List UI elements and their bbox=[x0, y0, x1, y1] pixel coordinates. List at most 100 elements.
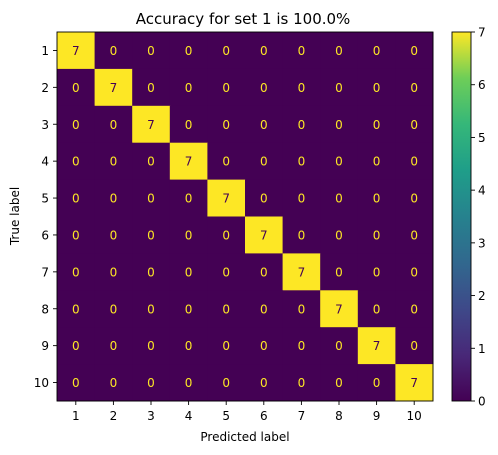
colorbar-tick-label: 4 bbox=[478, 184, 486, 198]
heatmap-cell bbox=[245, 327, 284, 365]
cell-value-label: 0 bbox=[298, 302, 306, 316]
cell-value-label: 7 bbox=[185, 155, 193, 169]
heatmap-cell bbox=[169, 142, 208, 181]
cell-value-label: 0 bbox=[222, 81, 230, 95]
cell-value-label: 0 bbox=[335, 192, 343, 206]
heatmap-cell bbox=[57, 216, 96, 254]
heatmap-cell bbox=[132, 253, 171, 291]
heatmap-cell bbox=[282, 327, 321, 365]
heatmap-cell-labels: 7 0 0 0 0 0 0 0 0 0 0 7 0 0 0 0 0 0 0 0 0 0 7 0 0 0 0 0 0 0 0 0 0 7 0 0 0 0 0 0… bbox=[72, 44, 418, 390]
cell-value-label: 0 bbox=[185, 265, 193, 279]
y-tick-label: 5 bbox=[41, 192, 49, 206]
chart-title: Accuracy for set 1 is 100.0% bbox=[136, 10, 351, 28]
cell-value-label: 0 bbox=[260, 339, 268, 353]
heatmap-cell bbox=[207, 216, 246, 254]
cell-value-label: 0 bbox=[147, 265, 155, 279]
heatmap-cell bbox=[169, 216, 208, 254]
cell-value-label: 0 bbox=[185, 81, 193, 95]
heatmap-cell bbox=[57, 105, 96, 144]
cell-value-label: 0 bbox=[410, 192, 418, 206]
heatmap-cell bbox=[245, 253, 284, 291]
heatmap-cell bbox=[94, 327, 133, 365]
cell-value-label: 0 bbox=[410, 44, 418, 58]
cell-value-label: 0 bbox=[260, 81, 268, 95]
heatmap-cell bbox=[245, 179, 284, 217]
cell-value-label: 0 bbox=[373, 192, 381, 206]
heatmap-cell bbox=[395, 216, 434, 254]
y-tick-label: 9 bbox=[41, 339, 49, 353]
cell-value-label: 0 bbox=[72, 265, 80, 279]
heatmap-cell bbox=[169, 327, 208, 365]
cell-value-label: 7 bbox=[410, 376, 418, 390]
cell-value-label: 0 bbox=[110, 302, 118, 316]
cell-value-label: 0 bbox=[147, 44, 155, 58]
cell-value-label: 0 bbox=[260, 265, 268, 279]
heatmap-cell bbox=[395, 105, 434, 144]
cell-value-label: 0 bbox=[260, 118, 268, 132]
heatmap-cell bbox=[282, 364, 321, 402]
heatmap-cells bbox=[57, 32, 434, 402]
cell-value-label: 0 bbox=[260, 155, 268, 169]
cell-value-label: 0 bbox=[410, 228, 418, 242]
heatmap-cell bbox=[94, 68, 133, 107]
heatmap-cell bbox=[320, 364, 359, 402]
heatmap-cell bbox=[357, 290, 396, 328]
cell-value-label: 0 bbox=[222, 44, 230, 58]
heatmap-cell bbox=[94, 253, 133, 291]
heatmap-cell bbox=[245, 68, 284, 107]
x-tick-label: 5 bbox=[222, 409, 230, 423]
cell-value-label: 0 bbox=[335, 118, 343, 132]
colorbar bbox=[451, 31, 472, 402]
heatmap-cell bbox=[169, 364, 208, 402]
cell-value-label: 0 bbox=[298, 81, 306, 95]
cell-value-label: 0 bbox=[335, 155, 343, 169]
heatmap-cell bbox=[57, 253, 96, 291]
y-tick-label: 1 bbox=[41, 44, 49, 58]
heatmap-cell bbox=[282, 105, 321, 144]
heatmap-cell bbox=[94, 364, 133, 402]
heatmap-cell bbox=[395, 290, 434, 328]
colorbar-tick-label: 0 bbox=[478, 395, 486, 409]
cell-value-label: 0 bbox=[110, 192, 118, 206]
heatmap-cell bbox=[169, 32, 208, 70]
cell-value-label: 7 bbox=[110, 81, 118, 95]
colorbar-ticks: 0 1 2 3 4 5 6 7 bbox=[471, 26, 486, 409]
y-tick-label: 2 bbox=[41, 81, 49, 95]
y-tick-label: 6 bbox=[41, 228, 49, 242]
cell-value-label: 0 bbox=[110, 155, 118, 169]
cell-value-label: 0 bbox=[373, 376, 381, 390]
cell-value-label: 0 bbox=[335, 228, 343, 242]
heatmap-cell bbox=[57, 142, 96, 181]
cell-value-label: 0 bbox=[222, 376, 230, 390]
cell-value-label: 0 bbox=[373, 44, 381, 58]
heatmap-cell bbox=[57, 327, 96, 365]
x-tick-label: 9 bbox=[373, 409, 381, 423]
y-tick-label: 4 bbox=[41, 155, 49, 169]
cell-value-label: 0 bbox=[72, 339, 80, 353]
heatmap-cell bbox=[395, 253, 434, 291]
cell-value-label: 0 bbox=[72, 228, 80, 242]
heatmap-cell bbox=[94, 290, 133, 328]
heatmap-cell bbox=[132, 68, 171, 107]
cell-value-label: 0 bbox=[222, 265, 230, 279]
cell-value-label: 0 bbox=[260, 302, 268, 316]
heatmap-cell bbox=[245, 32, 284, 70]
x-tick-label: 10 bbox=[407, 409, 422, 423]
y-tick-label: 3 bbox=[41, 118, 49, 132]
heatmap-cell bbox=[320, 327, 359, 365]
cell-value-label: 7 bbox=[335, 302, 343, 316]
y-tick-label: 10 bbox=[34, 376, 49, 390]
heatmap-cell bbox=[320, 179, 359, 217]
heatmap-cell bbox=[57, 179, 96, 217]
heatmap-cell bbox=[395, 327, 434, 365]
cell-value-label: 0 bbox=[147, 81, 155, 95]
cell-value-label: 0 bbox=[110, 118, 118, 132]
heatmap-cell bbox=[57, 364, 96, 402]
heatmap-cell bbox=[207, 290, 246, 328]
cell-value-label: 0 bbox=[373, 265, 381, 279]
cell-value-label: 0 bbox=[335, 376, 343, 390]
heatmap-cell bbox=[169, 179, 208, 217]
colorbar-tick-label: 7 bbox=[478, 26, 486, 40]
heatmap-cell bbox=[320, 32, 359, 70]
cell-value-label: 0 bbox=[72, 192, 80, 206]
